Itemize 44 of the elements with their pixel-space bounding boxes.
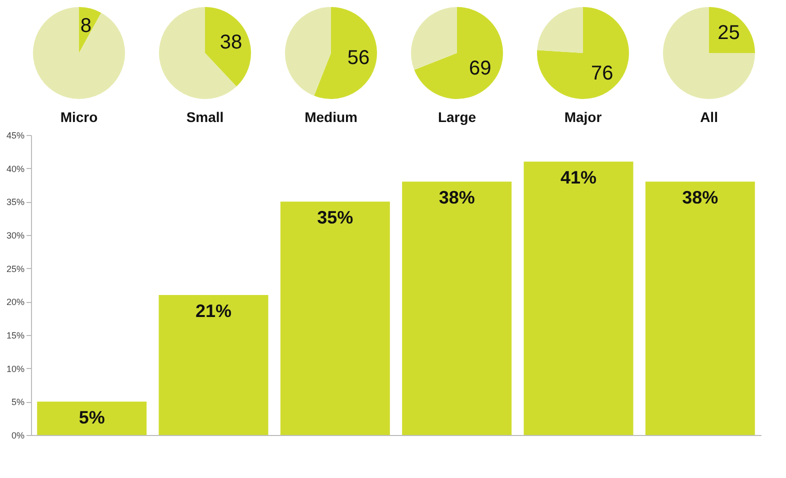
pie-slice	[205, 7, 251, 87]
bar	[158, 295, 268, 435]
data-label: 38%	[682, 188, 718, 208]
y-tick-label: 5%	[11, 397, 24, 408]
y-tick-label: 10%	[6, 364, 24, 374]
data-label: 56	[347, 47, 370, 70]
y-tick-label: 35%	[6, 197, 24, 208]
text: Small	[186, 109, 224, 125]
pie-slice	[663, 7, 755, 99]
data-label: 38%	[438, 188, 475, 208]
text: Medium	[304, 109, 358, 125]
pie-slice	[314, 7, 377, 99]
text: Large	[438, 109, 476, 125]
bar	[280, 202, 390, 435]
bar	[524, 162, 634, 435]
y-tick-label: 45%	[6, 130, 24, 140]
pie-slice	[537, 7, 629, 99]
y-tick-label: 20%	[6, 297, 24, 308]
y-tick-label: 0%	[11, 430, 24, 440]
data-label: 8	[80, 14, 92, 37]
data-label: 5%	[78, 408, 105, 428]
data-label: 25	[718, 22, 740, 44]
y-tick-label: 30%	[6, 230, 24, 240]
pie-slice	[709, 7, 755, 53]
data-label: 35%	[317, 208, 354, 228]
text: Major	[564, 109, 602, 125]
data-label: 76	[591, 62, 614, 84]
pie-slice	[414, 7, 503, 99]
pie-slice	[285, 7, 331, 96]
bar	[402, 182, 512, 435]
y-tick-label: 15%	[6, 330, 24, 340]
pie-slice	[33, 7, 125, 99]
bar	[37, 402, 147, 435]
pie-slice	[411, 7, 457, 70]
data-label: 21%	[195, 301, 232, 321]
y-tick-label: 25%	[6, 264, 24, 274]
data-label: 41%	[560, 168, 597, 188]
data-label: 69	[469, 58, 492, 80]
text: Micro	[60, 109, 98, 125]
y-tick-label: 40%	[6, 164, 24, 174]
data-label: 38	[220, 32, 242, 54]
pie-slice	[537, 7, 583, 53]
bar	[645, 182, 755, 435]
text: All	[700, 109, 718, 125]
